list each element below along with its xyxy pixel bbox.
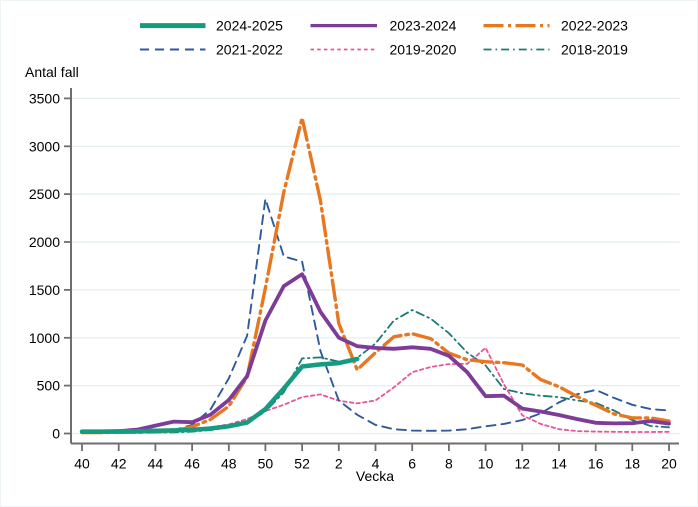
svg-text:10: 10 (478, 456, 494, 472)
svg-text:42: 42 (111, 456, 127, 472)
svg-text:50: 50 (258, 456, 274, 472)
svg-text:48: 48 (221, 456, 237, 472)
svg-text:500: 500 (37, 378, 61, 394)
svg-text:18: 18 (625, 456, 641, 472)
svg-text:1500: 1500 (29, 282, 60, 298)
svg-text:Vecka: Vecka (356, 468, 394, 484)
svg-text:1000: 1000 (29, 330, 60, 346)
svg-text:3000: 3000 (29, 138, 60, 154)
svg-text:2019-2020: 2019-2020 (390, 42, 457, 58)
svg-text:12: 12 (515, 456, 531, 472)
svg-text:2022-2023: 2022-2023 (561, 18, 628, 34)
svg-text:20: 20 (661, 456, 677, 472)
svg-text:40: 40 (74, 456, 90, 472)
svg-text:2021-2022: 2021-2022 (216, 42, 283, 58)
svg-text:0: 0 (52, 426, 60, 442)
svg-text:2024-2025: 2024-2025 (216, 18, 283, 34)
svg-text:2: 2 (335, 456, 343, 472)
svg-text:2018-2019: 2018-2019 (561, 42, 628, 58)
svg-text:14: 14 (551, 456, 567, 472)
svg-text:6: 6 (408, 456, 416, 472)
svg-text:2500: 2500 (29, 186, 60, 202)
svg-text:46: 46 (184, 456, 200, 472)
svg-text:3500: 3500 (29, 90, 60, 106)
svg-text:52: 52 (294, 456, 310, 472)
svg-text:2000: 2000 (29, 234, 60, 250)
svg-text:2023-2024: 2023-2024 (390, 18, 457, 34)
svg-text:8: 8 (445, 456, 453, 472)
svg-text:44: 44 (148, 456, 164, 472)
svg-text:16: 16 (588, 456, 604, 472)
svg-text:4: 4 (372, 456, 380, 472)
svg-text:Antal fall: Antal fall (25, 64, 79, 80)
